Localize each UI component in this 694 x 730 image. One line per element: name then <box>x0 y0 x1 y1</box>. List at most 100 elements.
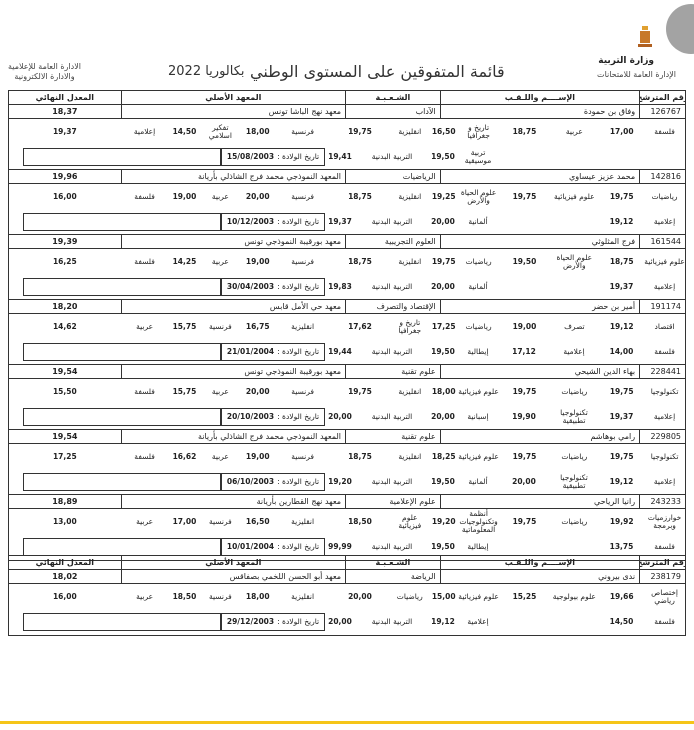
subject-label: انقليزية <box>398 387 422 396</box>
candidate-number: 243233 <box>639 495 685 508</box>
branch: علوم تقنية <box>344 430 440 443</box>
subject-grade: 16,00 <box>52 592 77 601</box>
subject-grade: 19,37 <box>609 282 634 291</box>
subject-grade: 19,66 <box>609 592 634 601</box>
subject-label: إعلامية <box>467 617 489 626</box>
record-header: 161544 فرج المثلوثي العلوم التجريبية معهد ب… <box>9 235 685 249</box>
birth-date-box: تاريخ الولادة :20/10/2003 <box>221 408 325 426</box>
student-record: 126767 وفاق بن حمودة الآداب معهد نهج الباشا… <box>9 105 685 170</box>
empty-box <box>23 343 221 361</box>
subject-grade: 17,62 <box>348 322 372 331</box>
subject-label: عربية <box>565 127 583 136</box>
subject-label: رياضيات <box>561 387 588 396</box>
pe-label: التربية البدنية <box>371 347 413 356</box>
subject-grade: 17,00 <box>609 127 634 136</box>
subject-label: فلسفة <box>654 127 675 136</box>
record-header: 228441 بهاء الدين الشيحي علوم تقنية معهد بو… <box>9 365 685 379</box>
exams-department: الإدارة العامة للامتحانات <box>597 70 676 79</box>
subject-label: فرنسية <box>291 452 314 461</box>
subject-grade: 19,50 <box>431 152 455 161</box>
subject-label: علوم الحياة والأرض <box>556 253 593 270</box>
birth-date-box: تاريخ الولادة :10/01/2004 <box>221 538 325 556</box>
candidate-number: 191174 <box>639 300 685 313</box>
subject-label: فرنسية <box>208 517 232 526</box>
subject-label: انقليزية <box>291 322 315 331</box>
birth-date-box: تاريخ الولادة :15/08/2003 <box>221 148 325 166</box>
subject-grade: 19,92 <box>609 517 634 526</box>
ministry-name: وزارة التربية <box>598 56 654 66</box>
subject-grade: 15,50 <box>52 387 77 396</box>
candidate-number: 229805 <box>639 430 685 443</box>
subject-label: عربية <box>136 592 154 601</box>
subject-label: علوم فيزيائية <box>458 452 499 461</box>
subject-grade: 17,00 <box>172 517 197 526</box>
subject-grade: 16,00 <box>52 192 77 201</box>
record-header: 142816 محمد عزيز عيساوي الرياضيات المعهد ال… <box>9 170 685 184</box>
subject-grade: 19,37 <box>609 412 634 421</box>
it-department: الادارة العامة للإعلامية والادارة الالكت… <box>8 62 81 82</box>
subject-label: إعلامية <box>653 412 676 421</box>
column-header-id: رقم المترشح <box>639 91 685 104</box>
column-header-name: الإســــم واللـقـب <box>439 556 639 569</box>
empty-box <box>23 278 221 296</box>
subject-label: أنظمة وتكنولوجيات المعلوماتية <box>459 509 498 534</box>
grades-row-1: رياضيات 19,75 علوم فيزيائية 19,75 علوم الحيا… <box>9 184 685 210</box>
ministry-logo-icon <box>638 26 652 47</box>
subject-label: انقليزية <box>291 517 315 526</box>
subject-label: رياضيات <box>561 517 588 526</box>
grades-row-1: إختصاص رياضي 19,66 علوم بيولوجية 15,25 علوم … <box>9 584 685 610</box>
subject-grade: 19,25 <box>431 192 456 201</box>
subject-grade: 18,00 <box>245 127 270 136</box>
record-header: 243233 رانيا الرياحي علوم الإعلامية معهد نه… <box>9 495 685 509</box>
subject-label: ألمانية <box>468 477 488 486</box>
subject-grade: 17,25 <box>52 452 77 461</box>
branch: علوم تقنية <box>344 365 440 378</box>
subject-label: تكنولوجيا <box>650 452 679 461</box>
birth-date: 15/08/2003 <box>226 152 275 161</box>
pe-label: التربية البدنية <box>371 217 413 226</box>
empty-box <box>23 148 221 166</box>
birth-date-label: تاريخ الولادة : <box>277 412 320 421</box>
subject-label: رياضيات <box>396 592 423 601</box>
final-average: 19,39 <box>52 237 78 246</box>
pe-label: التربية البدنية <box>371 542 413 551</box>
subject-label: فرنسية <box>208 592 232 601</box>
grades-row-1: فلسفة 17,00 عربية 18,75 تاريخ و جغرافيا 16,50… <box>9 119 685 145</box>
institute: معهد نهج الباشا تونس <box>120 105 345 118</box>
birth-date: 21/01/2004 <box>226 347 275 356</box>
subject-label: إعلامية <box>653 217 676 226</box>
branch: علوم الإعلامية <box>344 495 440 508</box>
subject-label: عربية <box>211 257 229 266</box>
subject-label: فرنسية <box>291 387 314 396</box>
subject-label: انقليزية <box>398 452 422 461</box>
subject-label: علوم بيولوجية <box>552 592 596 601</box>
subject-grade: 16,50 <box>245 517 270 526</box>
pe-grade: 19,83 <box>328 282 352 291</box>
branch: العلوم التجريبية <box>344 235 440 248</box>
subject-label: إعلامية <box>653 282 676 291</box>
subject-grade: 14,50 <box>172 127 197 136</box>
subject-grade: 19,37 <box>52 127 77 136</box>
subject-label: إعلامية <box>133 127 156 136</box>
subject-grade: 13,00 <box>52 517 77 526</box>
subject-grade: 18,75 <box>512 127 537 136</box>
column-header-avg: المعدل النهائي <box>35 93 95 102</box>
institute: المعهد النموذجي محمد فرج الشاذلي بأريانة <box>120 430 345 443</box>
exam-year: بكالوريا 2022 <box>168 64 245 79</box>
pe-grade: 19,37 <box>328 217 352 226</box>
subject-grade: 14,50 <box>609 617 634 626</box>
birth-date-label: تاريخ الولادة : <box>277 347 320 356</box>
pe-grade: 20,00 <box>328 412 352 421</box>
subject-grade: 19,90 <box>512 412 536 421</box>
subject-label: تاريخ و جغرافيا <box>467 123 490 140</box>
subject-grade: 18,00 <box>431 387 456 396</box>
empty-box <box>23 213 221 231</box>
subject-grade: 16,75 <box>245 322 270 331</box>
candidate-number: 142816 <box>639 170 685 183</box>
branch: الرياضة <box>344 570 440 583</box>
subject-label: علوم فيزيائية <box>458 592 499 601</box>
subject-grade: 18,75 <box>348 257 372 266</box>
grades-row-2: إعلامية 19,12 ألمانية 20,00 التربية البدنية 1… <box>9 210 685 234</box>
final-average: 18,20 <box>52 302 78 311</box>
